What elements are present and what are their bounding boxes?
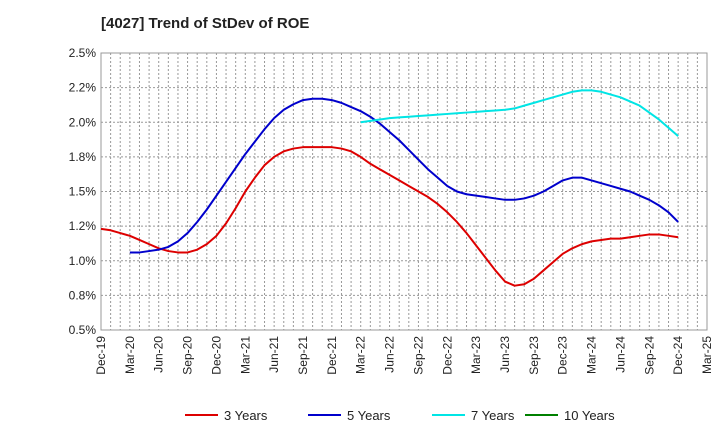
y-tick-label: 0.8% bbox=[69, 288, 97, 302]
x-tick-label: Dec-24 bbox=[671, 336, 685, 375]
series-line-7-years bbox=[360, 89, 679, 137]
legend-label: 10 Years bbox=[564, 408, 615, 423]
y-tick-label: 2.5% bbox=[69, 46, 97, 60]
x-tick-label: Sep-20 bbox=[181, 336, 195, 375]
x-tick-label: Sep-24 bbox=[642, 336, 656, 375]
series-line-5-years bbox=[129, 97, 679, 254]
y-tick-label: 1.8% bbox=[69, 150, 97, 164]
x-tick-label: Dec-21 bbox=[325, 336, 339, 375]
x-tick-label: Jun-20 bbox=[152, 336, 166, 373]
y-tick-label: 0.5% bbox=[69, 323, 97, 337]
legend-label: 7 Years bbox=[471, 408, 515, 423]
grid-layer bbox=[100, 52, 708, 331]
x-tick-label: Jun-21 bbox=[267, 336, 281, 373]
axis-layer: 0.5% 0.8% 1.0% 1.2% 1.5% 1.8% 2.0% 2.2% 2.5% Dec-… bbox=[69, 46, 714, 375]
x-tick-label: Sep-21 bbox=[296, 336, 310, 375]
x-tick-label: Mar-21 bbox=[238, 336, 252, 374]
x-tick-label: Jun-23 bbox=[498, 336, 512, 373]
series-line-3-years bbox=[100, 146, 679, 287]
legend-label: 3 Years bbox=[224, 408, 268, 423]
chart-title: [4027] Trend of StDev of ROE bbox=[101, 15, 310, 32]
y-tick-label: 1.0% bbox=[69, 254, 97, 268]
y-tick-label: 1.5% bbox=[69, 185, 97, 199]
x-tick-label: Dec-20 bbox=[209, 336, 223, 375]
x-tick-label: Mar-20 bbox=[123, 336, 137, 374]
x-tick-label: Jun-22 bbox=[383, 336, 397, 373]
plot-area bbox=[100, 52, 708, 331]
x-tick-label: Mar-25 bbox=[700, 336, 714, 374]
x-tick-label: Sep-22 bbox=[411, 336, 425, 375]
x-tick-label: Dec-22 bbox=[440, 336, 454, 375]
series-layer bbox=[100, 89, 679, 287]
x-tick-label: Dec-19 bbox=[94, 336, 108, 375]
x-tick-label: Dec-23 bbox=[556, 336, 570, 375]
y-tick-label: 2.0% bbox=[69, 115, 97, 129]
x-tick-label: Jun-24 bbox=[613, 336, 627, 373]
y-tick-label: 2.2% bbox=[69, 81, 97, 95]
y-tick-label: 1.2% bbox=[69, 219, 97, 233]
x-tick-label: Mar-23 bbox=[469, 336, 483, 374]
x-tick-label: Sep-23 bbox=[527, 336, 541, 375]
x-tick-label: Mar-24 bbox=[585, 336, 599, 374]
legend: 3 Years 5 Years 7 Years 10 Years bbox=[185, 408, 615, 423]
legend-label: 5 Years bbox=[347, 408, 391, 423]
x-tick-label: Mar-22 bbox=[354, 336, 368, 374]
